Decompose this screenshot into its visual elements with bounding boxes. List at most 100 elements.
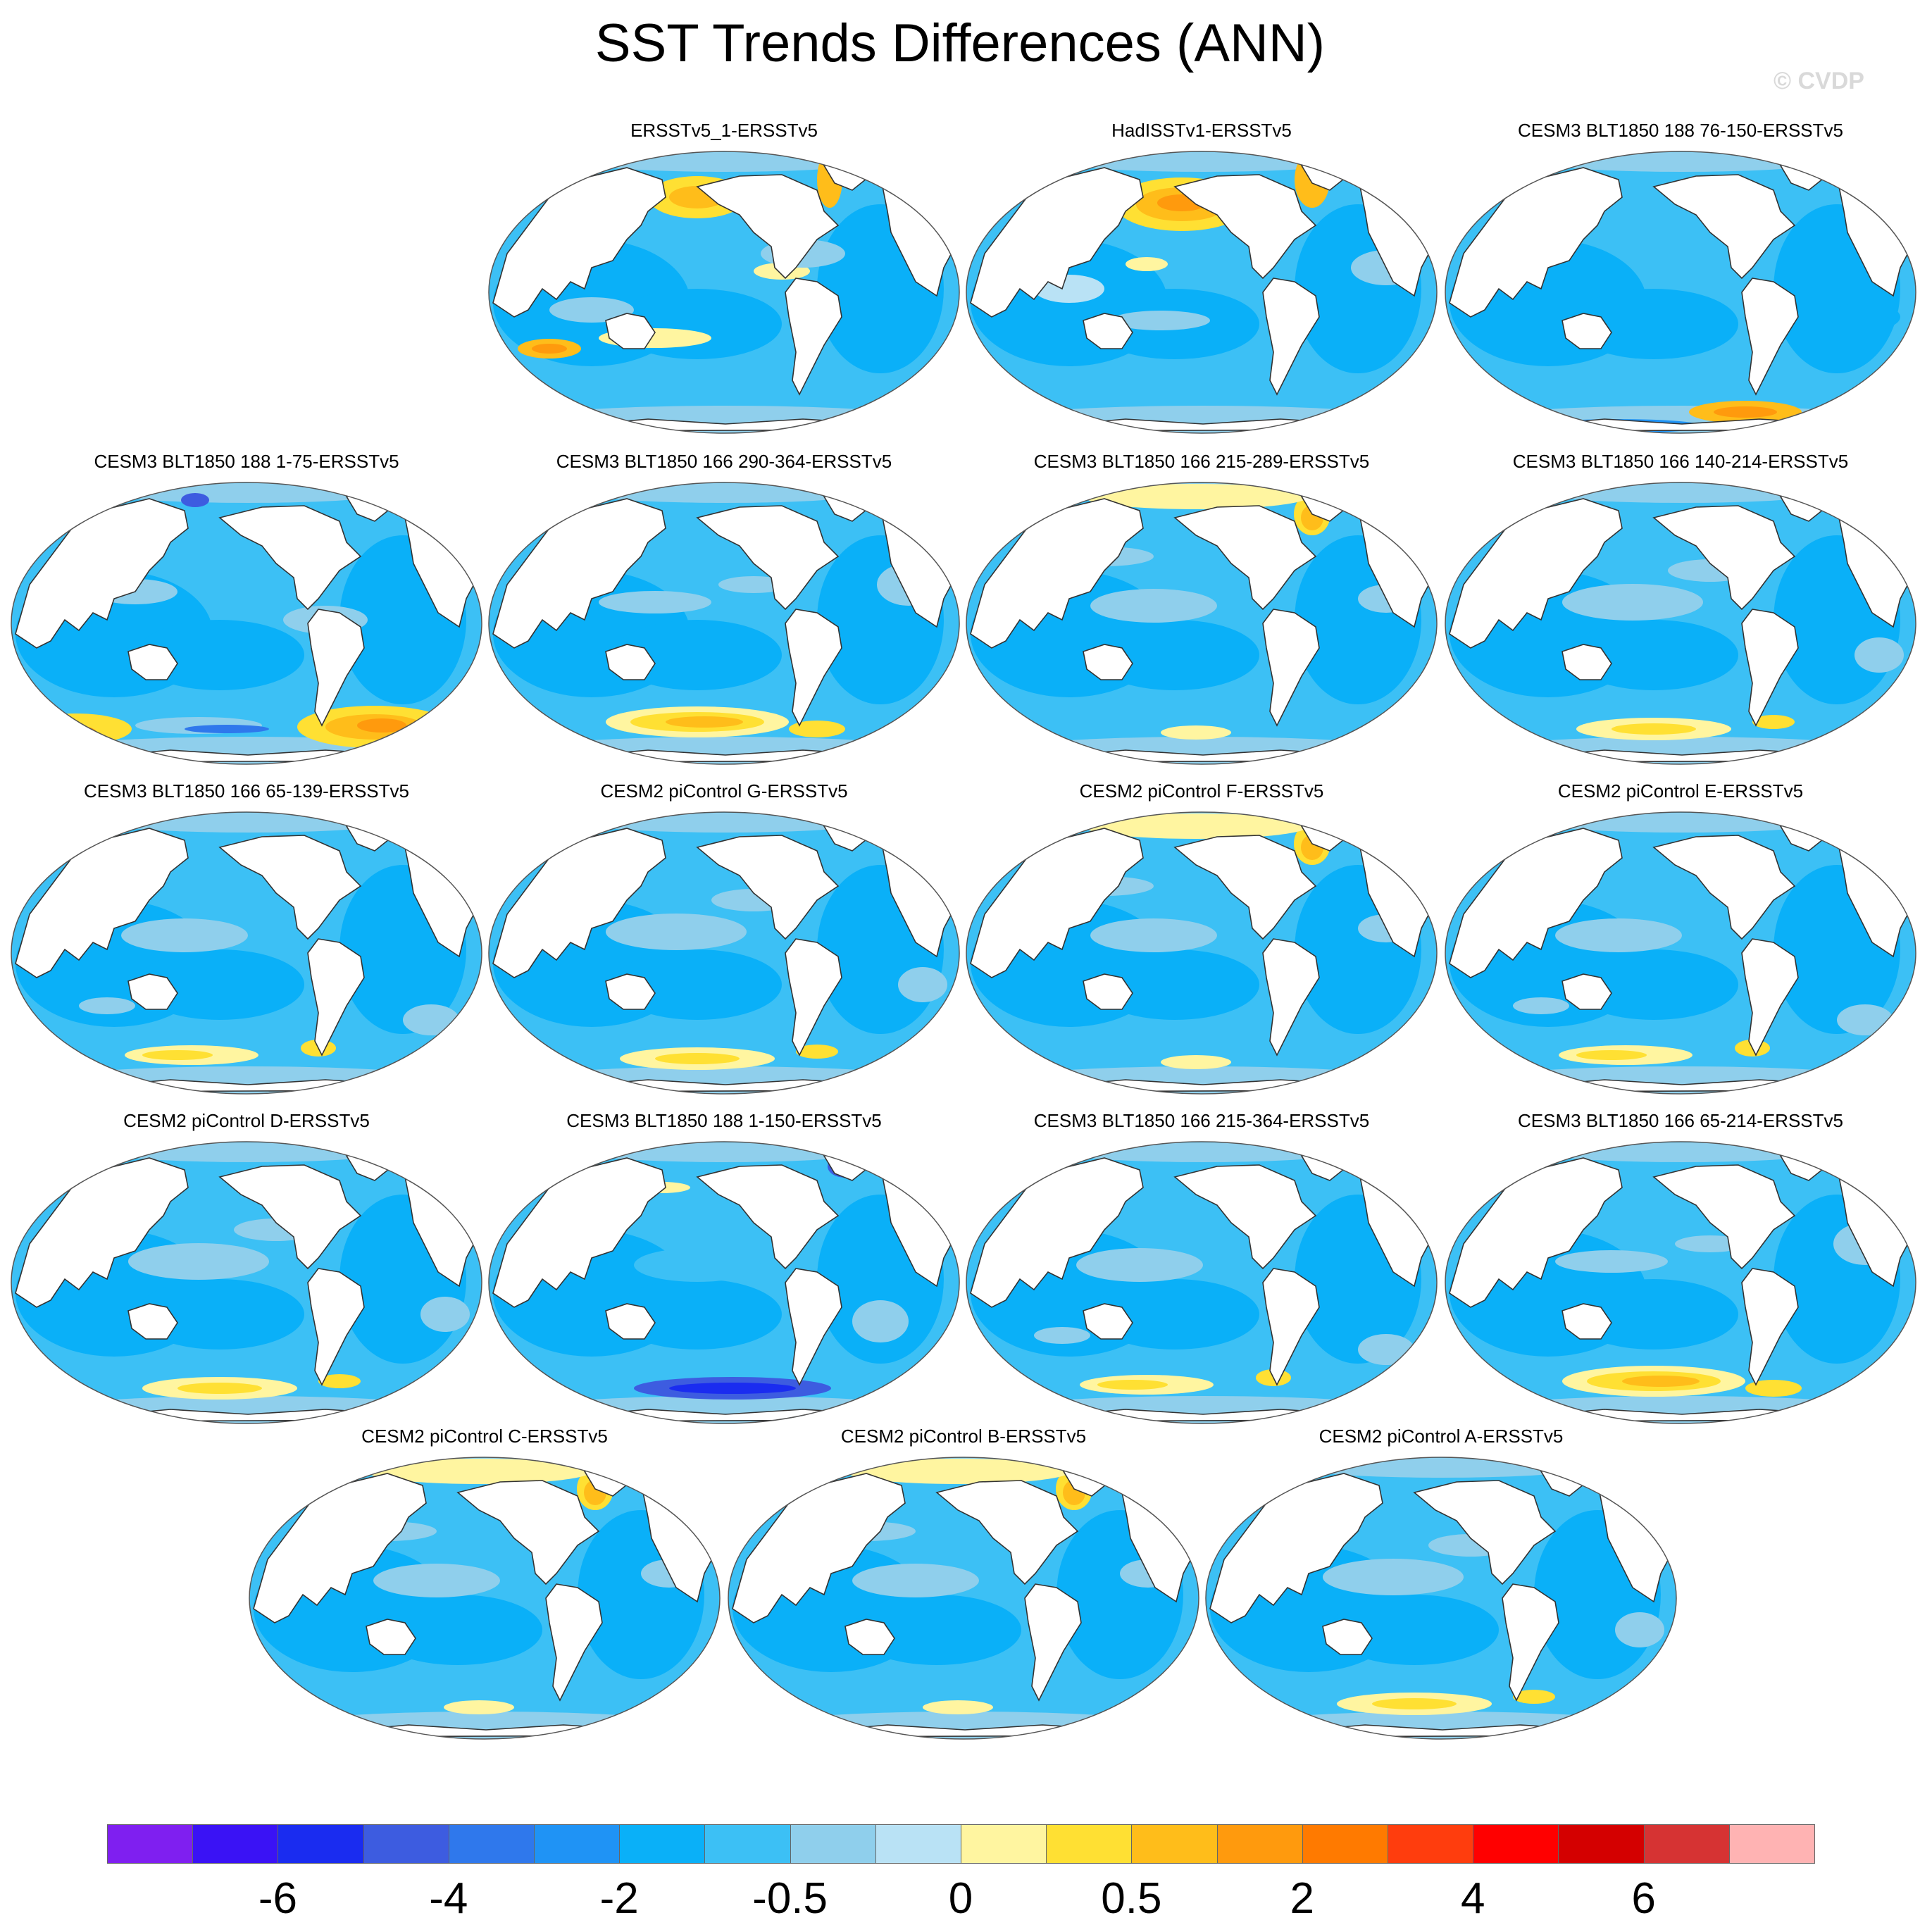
map-panel-title: CESM3 BLT1850 166 290-364-ERSSTv5 [556,451,892,472]
map-panel-title: CESM3 BLT1850 166 140-214-ERSSTv5 [1512,451,1849,472]
colorbar-swatch [619,1824,706,1864]
world-map [1445,151,1916,434]
north-america-land [218,505,362,611]
map-panel-title: CESM3 BLT1850 166 215-364-ERSSTv5 [1033,1110,1370,1131]
map-panel: CESM3 BLT1850 166 290-364-ERSSTv5 [486,451,962,768]
north-america-land [1652,505,1796,611]
colorbar-swatch [1643,1824,1730,1864]
north-america-land [456,1480,600,1585]
australia-land [605,644,656,680]
map-border [1445,482,1916,765]
map-panel-title: CESM2 piControl C-ERSSTv5 [361,1426,608,1447]
colorbar-swatch [1302,1824,1388,1864]
map-border [11,1141,482,1424]
colorbar-tick-label: 4 [1460,1874,1485,1923]
colorbar-tick-label: 0.5 [1101,1874,1162,1923]
colorbar-swatch [1046,1824,1133,1864]
south-america-land [785,278,842,396]
map-panel: CESM2 piControl G-ERSSTv5 [486,780,962,1097]
map-border [11,811,482,1095]
map-panel: CESM3 BLT1850 166 215-289-ERSSTv5 [964,451,1440,768]
colorbar-tick-label: 6 [1631,1874,1656,1923]
colorbar [107,1824,1815,1864]
world-map [966,151,1438,434]
world-map [966,1141,1438,1424]
colorbar-swatch [1131,1824,1218,1864]
south-america-land [1262,609,1320,727]
north-america-land [218,835,362,940]
colorbar-swatch [1558,1824,1645,1864]
map-panel: CESM2 piControl E-ERSSTv5 [1442,780,1919,1097]
map-border [488,811,960,1095]
map-border [488,151,960,434]
world-map [488,151,960,434]
north-america-land [696,505,840,611]
south-america-land [307,1268,365,1386]
world-map [11,1141,482,1424]
map-border [966,1141,1438,1424]
south-america-land [1741,278,1799,396]
north-america-land [1652,174,1796,280]
south-america-land [307,938,365,1057]
australia-land [127,644,178,680]
world-map [1205,1457,1677,1740]
south-america-land [1502,1583,1559,1702]
world-map [1445,482,1916,765]
north-america-land [1173,505,1317,611]
australia-land [605,313,656,349]
colorbar-swatch [961,1824,1047,1864]
map-panel: CESM3 BLT1850 166 65-214-ERSSTv5 [1442,1110,1919,1427]
map-panel-title: CESM2 piControl E-ERSSTv5 [1557,780,1804,802]
north-america-land [696,835,840,940]
figure-title: SST Trends Differences (ANN) [594,13,1326,73]
world-map [1445,811,1916,1095]
south-america-land [1262,1268,1320,1386]
north-america-land [1652,1164,1796,1270]
south-america-land [1741,938,1799,1057]
south-america-land [1741,1268,1799,1386]
australia-land [1083,644,1133,680]
map-panel-title: CESM2 piControl B-ERSSTv5 [840,1426,1087,1447]
north-america-land [1173,835,1317,940]
south-america-land [307,609,365,727]
australia-land [1561,973,1612,1010]
map-panel: CESM3 BLT1850 166 140-214-ERSSTv5 [1442,451,1919,768]
colorbar-swatch [192,1824,279,1864]
map-border [488,1141,960,1424]
australia-land [1561,1303,1612,1340]
world-map [966,482,1438,765]
map-panel-title: CESM2 piControl G-ERSSTv5 [600,780,848,802]
colorbar-swatch [363,1824,449,1864]
map-border [728,1457,1199,1740]
colorbar-swatch [534,1824,621,1864]
map-border [249,1457,721,1740]
map-panel-title: CESM3 BLT1850 188 1-75-ERSSTv5 [94,451,399,472]
australia-land [127,1303,178,1340]
colorbar-swatch [448,1824,535,1864]
colorbar-swatch [1216,1824,1303,1864]
north-america-land [1173,174,1317,280]
world-map [966,811,1438,1095]
map-border [11,482,482,765]
map-panel: HadISSTv1-ERSSTv5 [964,120,1440,437]
map-panel: CESM3 BLT1850 188 76-150-ERSSTv5 [1442,120,1919,437]
colorbar-tick-label: 0 [948,1874,973,1923]
colorbar-swatch [875,1824,961,1864]
cvdp-watermark: © CVDP [1773,68,1864,94]
colorbar-tick-label: 2 [1290,1874,1315,1923]
map-panel: CESM3 BLT1850 166 65-139-ERSSTv5 [8,780,485,1097]
north-america-land [935,1480,1079,1585]
world-map [11,811,482,1095]
north-america-land [696,1164,840,1270]
map-panel-title: ERSSTv5_1-ERSSTv5 [630,120,818,141]
map-panel-title: CESM3 BLT1850 188 1-150-ERSSTv5 [566,1110,882,1131]
australia-land [1083,973,1133,1010]
colorbar-swatch [790,1824,876,1864]
colorbar-swatch [1728,1824,1815,1864]
map-border [966,811,1438,1095]
australia-land [605,973,656,1010]
map-panel: CESM3 BLT1850 166 215-364-ERSSTv5 [964,1110,1440,1427]
map-panel: CESM2 piControl C-ERSSTv5 [247,1426,723,1743]
map-border [966,482,1438,765]
south-america-land [545,1583,603,1702]
